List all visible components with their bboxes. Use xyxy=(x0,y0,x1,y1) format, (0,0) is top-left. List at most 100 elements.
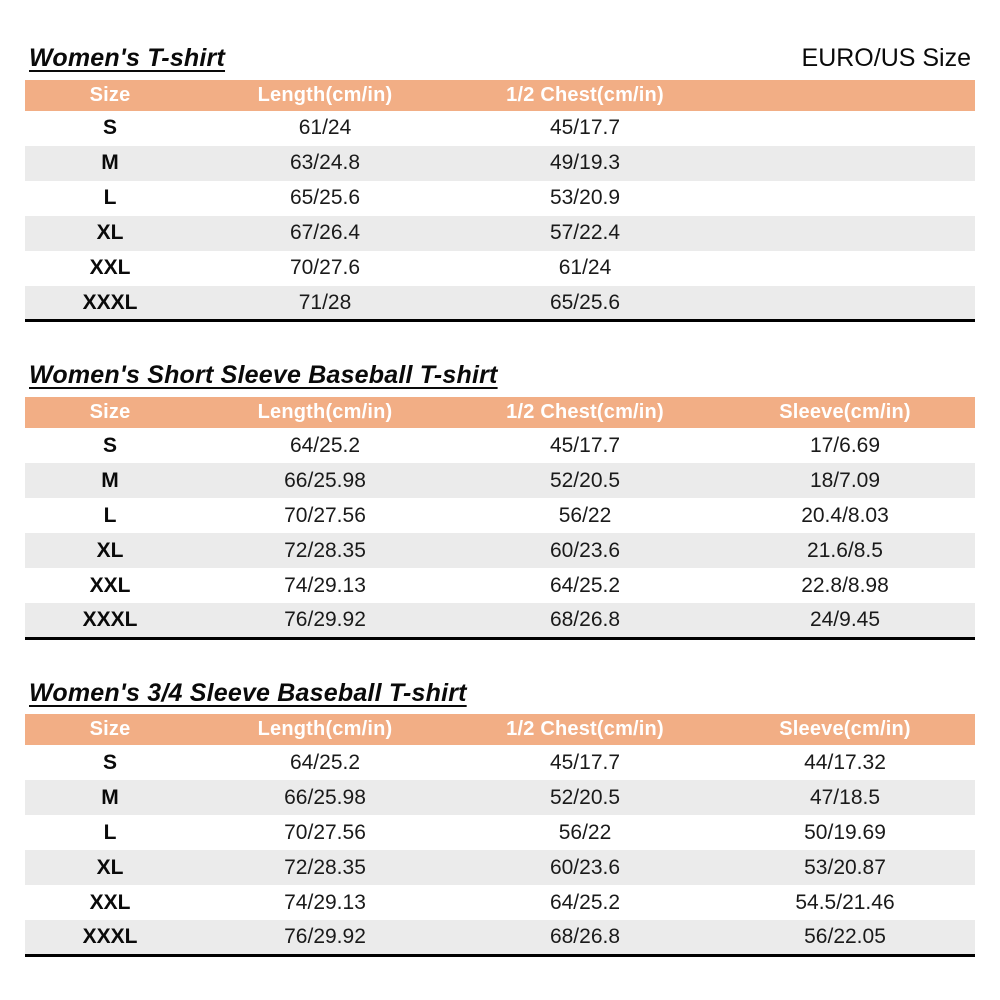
size-table-section: Women's 3/4 Sleeve Baseball T-shirt Size… xyxy=(25,679,975,957)
size-cell: M xyxy=(101,151,119,175)
table-row: L 70/27.56 56/22 50/19.69 xyxy=(25,815,975,850)
table-row: M 66/25.98 52/20.5 47/18.5 xyxy=(25,780,975,816)
size-table: Size Length(cm/in) 1/2 Chest(cm/in) Sleeve(… xyxy=(25,714,975,957)
measurement-cell: 74/29.13 xyxy=(284,890,366,914)
column-header: Size xyxy=(25,397,195,428)
measurement-cell: 65/25.6 xyxy=(289,186,361,210)
measurement-cell: 68/26.8 xyxy=(549,607,621,631)
size-cell: XL xyxy=(96,538,124,562)
table-row: XXXL 76/29.92 68/26.8 24/9.45 xyxy=(25,603,975,638)
size-cell: M xyxy=(101,468,119,492)
title-row: Women's 3/4 Sleeve Baseball T-shirt xyxy=(25,679,975,708)
column-header: Sleeve(cm/in) xyxy=(715,397,975,428)
table-row: XL 72/28.35 60/23.6 53/20.87 xyxy=(25,850,975,886)
size-standard-label: EURO/US Size xyxy=(801,44,971,72)
table-row: S 61/24 45/17.7 xyxy=(25,111,975,146)
measurement-cell: 21.6/8.5 xyxy=(807,538,883,562)
size-table: Size Length(cm/in) 1/2 Chest(cm/in) S 61/24… xyxy=(25,79,975,323)
table-row: XXXL 76/29.92 68/26.8 56/22.05 xyxy=(25,920,975,956)
table-row: M 63/24.8 49/19.3 xyxy=(25,145,975,181)
column-header: Length(cm/in) xyxy=(195,714,455,746)
measurement-cell: 72/28.35 xyxy=(284,538,366,562)
size-cell: XXXL xyxy=(82,607,138,631)
column-header xyxy=(715,79,975,111)
measurement-cell: 20.4/8.03 xyxy=(801,503,889,527)
measurement-cell: 71/28 xyxy=(298,290,352,314)
column-header: 1/2 Chest(cm/in) xyxy=(455,714,715,746)
size-chart-sections: Women's T-shirt EURO/US Size Size Length(… xyxy=(25,44,975,957)
measurement-cell: 64/25.2 xyxy=(549,890,621,914)
measurement-cell: 64/25.2 xyxy=(289,433,361,457)
measurement-cell: 45/17.7 xyxy=(549,433,621,457)
header-row: Size Length(cm/in) 1/2 Chest(cm/in) Sleeve(… xyxy=(25,397,975,428)
size-cell: XXL xyxy=(89,890,131,914)
measurement-cell: 52/20.5 xyxy=(549,468,621,492)
measurement-cell xyxy=(715,216,975,251)
measurement-cell: 53/20.9 xyxy=(549,186,621,210)
table-row: XL 67/26.4 57/22.4 xyxy=(25,215,975,251)
measurement-cell: 70/27.56 xyxy=(284,503,366,527)
title-row: Women's Short Sleeve Baseball T-shirt xyxy=(25,361,975,390)
title-row: Women's T-shirt EURO/US Size xyxy=(25,44,975,73)
table-row: XXL 74/29.13 64/25.2 54.5/21.46 xyxy=(25,885,975,920)
measurement-cell: 60/23.6 xyxy=(549,538,621,562)
column-header: Size xyxy=(25,79,195,111)
measurement-cell: 22.8/8.98 xyxy=(801,573,889,597)
measurement-cell: 52/20.5 xyxy=(549,785,621,809)
measurement-cell: 68/26.8 xyxy=(549,925,621,948)
column-header: Length(cm/in) xyxy=(195,397,455,428)
table-row: S 64/25.2 45/17.7 17/6.69 xyxy=(25,428,975,463)
size-table-section: Women's Short Sleeve Baseball T-shirt Si… xyxy=(25,361,975,640)
size-cell: S xyxy=(102,750,117,774)
table-row: XXXL 71/28 65/25.6 xyxy=(25,285,975,321)
size-cell: XL xyxy=(96,221,124,245)
measurement-cell: 70/27.56 xyxy=(284,820,366,844)
measurement-cell: 56/22 xyxy=(558,820,612,844)
measurement-cell: 70/27.6 xyxy=(289,256,361,280)
column-header: 1/2 Chest(cm/in) xyxy=(455,79,715,111)
measurement-cell: 66/25.98 xyxy=(284,785,366,809)
measurement-cell xyxy=(715,146,975,181)
table-row: L 65/25.6 53/20.9 xyxy=(25,181,975,216)
measurement-cell: 50/19.69 xyxy=(804,820,886,844)
measurement-cell: 57/22.4 xyxy=(549,221,621,245)
measurement-cell: 49/19.3 xyxy=(549,151,621,175)
header-row: Size Length(cm/in) 1/2 Chest(cm/in) xyxy=(25,79,975,111)
table-row: XL 72/28.35 60/23.6 21.6/8.5 xyxy=(25,533,975,568)
measurement-cell xyxy=(715,181,975,216)
column-header: 1/2 Chest(cm/in) xyxy=(455,397,715,428)
measurement-cell xyxy=(715,251,975,286)
measurement-cell: 76/29.92 xyxy=(284,607,366,631)
size-cell: XL xyxy=(96,855,124,879)
measurement-cell: 53/20.87 xyxy=(804,855,886,879)
column-header: Length(cm/in) xyxy=(195,79,455,111)
size-table-section: Women's T-shirt EURO/US Size Size Length(… xyxy=(25,44,975,323)
size-cell: S xyxy=(102,116,117,140)
table-title: Women's T-shirt xyxy=(29,44,226,72)
measurement-cell: 61/24 xyxy=(558,256,612,280)
size-cell: XXL xyxy=(89,256,131,280)
size-cell: L xyxy=(103,186,117,210)
table-title: Women's Short Sleeve Baseball T-shirt xyxy=(29,361,498,390)
size-cell: XXL xyxy=(89,573,131,597)
measurement-cell xyxy=(715,111,975,146)
measurement-cell: 17/6.69 xyxy=(809,433,881,457)
measurement-cell: 18/7.09 xyxy=(809,468,881,492)
measurement-cell: 64/25.2 xyxy=(549,573,621,597)
measurement-cell: 67/26.4 xyxy=(289,221,361,245)
measurement-cell: 74/29.13 xyxy=(284,573,366,597)
measurement-cell: 45/17.7 xyxy=(549,116,621,140)
table-row: XXL 70/27.6 61/24 xyxy=(25,251,975,286)
measurement-cell: 44/17.32 xyxy=(804,750,886,774)
measurement-cell: 47/18.5 xyxy=(809,785,881,809)
measurement-cell: 56/22 xyxy=(558,503,612,527)
measurement-cell xyxy=(715,286,975,321)
header-row: Size Length(cm/in) 1/2 Chest(cm/in) Sleeve(… xyxy=(25,714,975,746)
measurement-cell: 56/22.05 xyxy=(804,925,886,948)
measurement-cell: 45/17.7 xyxy=(549,750,621,774)
measurement-cell: 63/24.8 xyxy=(289,151,361,175)
measurement-cell: 64/25.2 xyxy=(289,750,361,774)
size-cell: XXXL xyxy=(82,290,138,314)
size-cell: S xyxy=(102,433,117,457)
